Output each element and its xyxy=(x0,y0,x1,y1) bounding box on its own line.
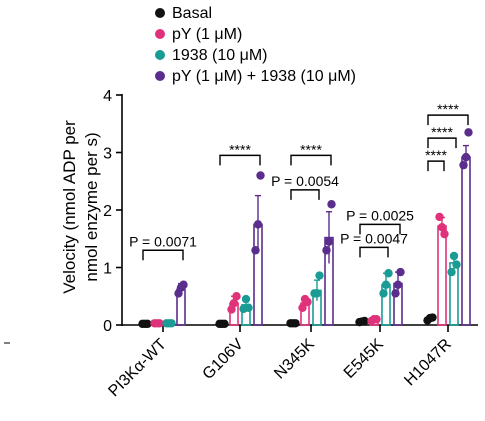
data-point xyxy=(155,319,164,328)
y-tick-label: 3 xyxy=(103,146,112,163)
data-point xyxy=(179,280,188,289)
data-point xyxy=(381,280,391,289)
y-axis-title-line-2: nmol enzyme per s) xyxy=(82,132,101,281)
x-tick-label: PI3Kα-WT xyxy=(105,336,170,401)
significance-bracket xyxy=(359,246,389,258)
data-point xyxy=(229,298,239,308)
y-tick-label: 4 xyxy=(103,88,112,105)
data-point xyxy=(251,246,260,255)
data-point xyxy=(464,128,473,137)
y-tick-label: 1 xyxy=(103,261,112,278)
bar xyxy=(461,156,471,326)
significance-label: **** xyxy=(431,124,453,140)
data-point xyxy=(232,292,241,301)
legend: Basal pY (1 μM) 1938 (10 μM) pY (1 μM) + 19… xyxy=(155,5,356,85)
significance-annotations: P = 0.0071 **** **** P = 0.0054 P = 0.0025 P … xyxy=(129,101,469,261)
significance-label: **** xyxy=(229,141,251,157)
data-point xyxy=(291,319,300,328)
data-point xyxy=(143,319,152,329)
significance-label: P = 0.0047 xyxy=(340,230,408,246)
y-axis: 0 1 2 3 4 xyxy=(103,88,123,335)
significance-label: **** xyxy=(425,147,447,163)
x-tick-label: N345K xyxy=(271,336,318,383)
significance-label: P = 0.0054 xyxy=(271,173,339,189)
legend-entry: pY (1 μM) + 1938 (10 μM) xyxy=(172,68,356,85)
data-point xyxy=(324,237,334,246)
data-point xyxy=(372,315,381,324)
legend-swatch xyxy=(155,71,165,81)
y-tick-label: 0 xyxy=(103,318,112,335)
data-point xyxy=(461,152,471,162)
y-axis-title: Velocity (nmol ADP per nmol enzyme per s… xyxy=(60,120,101,294)
data-point xyxy=(360,316,369,326)
data-point xyxy=(253,220,263,229)
data-point xyxy=(167,319,176,328)
significance-bracket xyxy=(142,249,184,261)
data-point xyxy=(244,303,253,312)
legend-entry: pY (1 μM) xyxy=(172,26,242,43)
legend-swatch xyxy=(155,50,165,60)
significance-bracket xyxy=(427,160,445,172)
data-point xyxy=(303,297,312,307)
bars xyxy=(138,128,473,329)
significance-label: P = 0.0025 xyxy=(346,207,414,223)
data-point xyxy=(227,305,236,314)
data-point xyxy=(447,267,456,277)
data-point xyxy=(298,303,307,312)
significance-label: **** xyxy=(437,101,459,117)
data-point xyxy=(327,200,336,209)
bar xyxy=(437,225,447,326)
significance-bracket xyxy=(427,114,469,126)
data-point xyxy=(391,289,400,298)
significance-bracket xyxy=(427,137,457,149)
legend-entry: Basal xyxy=(172,5,212,22)
x-tick-label: H1047R xyxy=(401,336,455,390)
data-point xyxy=(435,212,444,222)
data-point xyxy=(452,260,461,269)
x-tick-label: E545K xyxy=(341,336,387,382)
data-point xyxy=(440,229,449,239)
significance-bracket xyxy=(290,189,320,200)
legend-swatch xyxy=(155,29,165,39)
data-point xyxy=(315,271,324,280)
data-point xyxy=(241,294,251,304)
data-point xyxy=(312,289,322,298)
y-axis-title-line-1: Velocity (nmol ADP per xyxy=(60,120,79,294)
significance-bracket xyxy=(219,154,261,166)
y-tick-label: 2 xyxy=(103,203,112,220)
significance-bracket xyxy=(290,154,332,166)
data-point xyxy=(428,313,437,322)
data-point xyxy=(459,160,468,170)
significance-bracket xyxy=(359,223,401,235)
data-point xyxy=(393,280,403,289)
significance-label: P = 0.0071 xyxy=(129,233,197,249)
x-axis: PI3Kα-WT G106V N345K E545K H1047R xyxy=(105,324,478,401)
x-tick-label: G106V xyxy=(200,336,247,383)
data-point xyxy=(379,289,388,298)
data-point xyxy=(256,171,265,180)
data-point xyxy=(396,267,405,277)
data-point xyxy=(384,269,393,278)
significance-label: **** xyxy=(300,141,322,157)
data-point xyxy=(449,251,459,261)
data-point xyxy=(437,223,447,232)
legend-entry: 1938 (10 μM) xyxy=(172,47,267,64)
data-point xyxy=(322,246,331,255)
legend-swatch xyxy=(155,8,165,18)
data-point xyxy=(220,319,229,329)
